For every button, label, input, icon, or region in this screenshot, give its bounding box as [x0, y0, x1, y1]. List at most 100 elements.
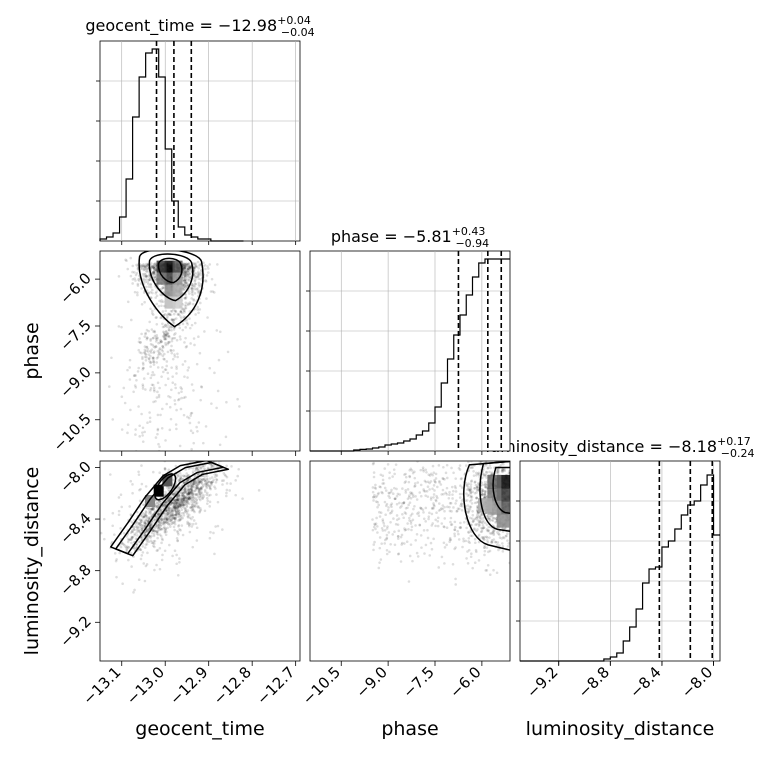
scatter-point: [150, 507, 153, 511]
scatter-point: [428, 481, 431, 485]
scatter-point: [467, 536, 471, 540]
scatter-point: [140, 351, 143, 355]
scatter-point: [153, 330, 157, 334]
scatter-point: [481, 488, 485, 492]
scatter-point: [156, 366, 160, 369]
scatter-point: [145, 540, 149, 543]
scatter-point: [202, 493, 205, 497]
scatter-point: [182, 283, 185, 287]
scatter-point: [188, 496, 192, 500]
scatter-point: [193, 475, 197, 478]
scatter-point: [144, 273, 147, 276]
scatter-point: [170, 328, 173, 332]
histogram-luminosity_distance: [520, 474, 720, 662]
scatter-point: [449, 520, 452, 524]
scatter-point: [483, 538, 486, 541]
xtick-label: −8.4: [626, 663, 664, 701]
scatter-point: [113, 552, 117, 555]
scatter-point: [164, 333, 167, 336]
scatter-point: [139, 340, 142, 344]
scatter-point: [186, 498, 190, 502]
scatter-point: [216, 389, 220, 393]
scatter-point: [190, 500, 193, 504]
scatter-point: [496, 467, 500, 471]
scatter-point: [154, 296, 158, 299]
scatter-point: [489, 514, 492, 518]
scatter-point: [173, 399, 177, 402]
scatter-point: [474, 541, 477, 545]
scatter-point: [153, 272, 157, 275]
scatter-point: [192, 482, 195, 486]
scatter-point: [383, 486, 387, 490]
scatter-point: [126, 431, 129, 435]
scatter-point: [186, 415, 189, 419]
scatter-point: [159, 339, 162, 342]
scatter-point: [189, 492, 193, 495]
scatter-point: [186, 283, 190, 286]
scatter-point: [437, 502, 441, 505]
scatter-point: [175, 427, 178, 431]
scatter-point: [168, 486, 171, 489]
scatter-point: [136, 370, 140, 373]
scatter-point: [165, 313, 169, 317]
scatter-point: [515, 499, 518, 502]
scatter-point: [125, 549, 129, 552]
scatter-point: [145, 267, 148, 271]
xtick-label: −12.8: [210, 663, 255, 708]
scatter-point: [114, 559, 118, 563]
scatter-point: [184, 395, 187, 399]
scatter-point: [192, 509, 196, 513]
scatter-point: [178, 528, 181, 531]
scatter-point: [137, 529, 140, 533]
scatter-point: [419, 483, 423, 487]
scatter-point: [184, 273, 187, 277]
scatter-point: [183, 278, 186, 282]
scatter-point: [481, 472, 485, 476]
scatter-point: [184, 489, 188, 492]
scatter-point: [378, 510, 381, 514]
scatter-point: [167, 507, 171, 511]
scatter-point: [374, 487, 378, 490]
scatter-point: [395, 487, 398, 491]
scatter-point: [448, 538, 452, 541]
scatter-point: [191, 283, 194, 286]
scatter-point: [164, 383, 167, 387]
scatter-point: [190, 517, 193, 521]
scatter-point: [510, 513, 513, 516]
scatter-point: [473, 487, 477, 490]
scatter-point: [167, 508, 170, 512]
scatter-point: [165, 364, 168, 368]
scatter-point: [111, 524, 114, 528]
scatter-point: [179, 386, 182, 389]
scatter-point: [477, 482, 480, 485]
scatter-point: [486, 563, 490, 567]
scatter-point: [205, 493, 208, 497]
scatter-point: [165, 486, 169, 489]
scatter-point: [149, 360, 153, 364]
scatter-point: [378, 454, 381, 457]
scatter-point: [457, 466, 461, 470]
scatter-point: [134, 537, 138, 540]
scatter-point: [172, 349, 175, 352]
scatter-point: [172, 312, 176, 316]
scatter-point: [192, 480, 195, 483]
scatter-point: [416, 461, 419, 463]
scatter-point: [377, 491, 380, 495]
scatter-point: [169, 503, 173, 506]
scatter-point: [142, 264, 145, 268]
scatter-point: [459, 484, 462, 488]
scatter-point: [393, 543, 397, 547]
scatter-point: [154, 525, 157, 529]
scatter-point: [481, 527, 484, 531]
scatter-point: [161, 334, 165, 338]
scatter-point: [453, 528, 457, 532]
scatter-point: [185, 277, 189, 280]
scatter-point: [192, 499, 195, 503]
scatter-point: [157, 526, 160, 530]
scatter-point: [175, 367, 178, 370]
scatter-point: [124, 258, 127, 262]
scatter-point: [189, 429, 193, 433]
scatter-point: [395, 514, 399, 517]
scatter-point: [377, 452, 380, 455]
